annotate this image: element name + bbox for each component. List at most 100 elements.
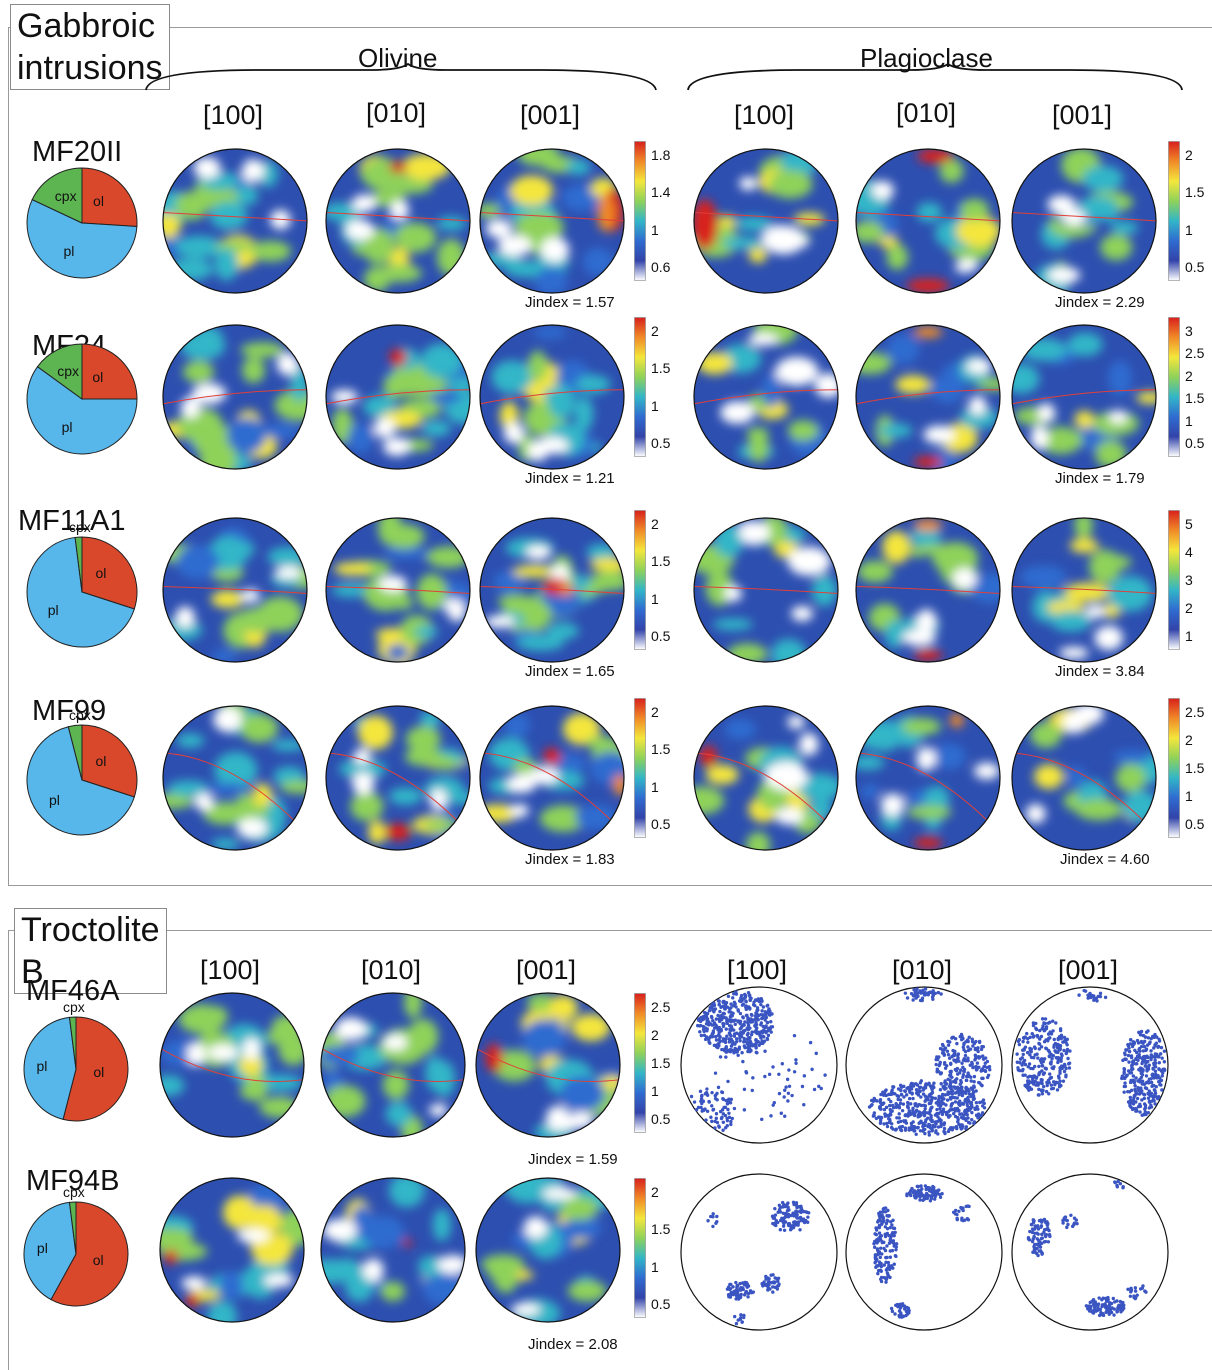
colorbar-tick-label: 1.8 — [651, 147, 671, 163]
sample-name: MF94B — [26, 1165, 120, 1197]
olivine-pole-figure — [162, 324, 308, 470]
axis-label: [100] — [734, 100, 795, 130]
plagioclase-jindex: Jindex = 2.29 — [1055, 294, 1145, 311]
pie-slice-pl — [26, 365, 138, 455]
colorbar-tick-label: 0.5 — [651, 816, 671, 832]
olivine-pole-figure — [159, 992, 305, 1138]
section-divider — [8, 930, 1212, 931]
pie-label-pl: pl — [36, 1239, 48, 1256]
axis-label: [001] — [520, 100, 581, 130]
colorbar-tick-label: 0.6 — [651, 259, 671, 275]
colorbar-tick-label: 2 — [1185, 367, 1193, 384]
pie-label-cpx: cpx — [69, 519, 91, 535]
sample-name: MF46A — [26, 975, 120, 1007]
colorbar-tick-label: 1 — [651, 778, 659, 795]
section-border — [8, 930, 9, 1370]
axis-label: [001] — [1052, 100, 1113, 130]
olivine-colorbar — [634, 317, 646, 457]
plagioclase-colorbar — [1168, 510, 1180, 650]
olivine-jindex: Jindex = 2.08 — [528, 1336, 618, 1353]
sample-name: MF11A1 — [18, 505, 126, 537]
plagioclase-jindex: Jindex = 4.60 — [1060, 851, 1150, 868]
plagioclase-scatter-figure — [845, 1173, 1003, 1331]
plagioclase-pole-figure — [855, 517, 1001, 663]
composition-pie — [26, 343, 138, 455]
plagioclase-pole-figure — [855, 148, 1001, 294]
pie-slice-pl — [26, 726, 135, 836]
axis-label: [010] — [892, 955, 953, 985]
pie-slice-cpx — [74, 536, 83, 593]
colorbar-tick-label: 0.5 — [651, 628, 671, 644]
colorbar-tick-label: 4 — [1185, 544, 1193, 560]
colorbar-tick-label: 1.5 — [651, 553, 671, 570]
olivine-pole-figure — [475, 1177, 621, 1323]
pie-label-ol: ol — [95, 753, 107, 770]
colorbar-tick-label: 2 — [651, 516, 659, 532]
colorbar-tick-label: 2 — [651, 704, 659, 720]
olivine-pole-figure — [320, 992, 466, 1138]
plagioclase-jindex: Jindex = 1.79 — [1055, 470, 1145, 487]
pie-slice-ol — [50, 1201, 129, 1307]
colorbar-tick-label: 1.5 — [1185, 184, 1205, 201]
pie-slice-cpx — [67, 724, 83, 781]
pie-slice-cpx — [36, 343, 83, 400]
plagioclase-pole-figure — [1011, 324, 1157, 470]
section-divider — [8, 885, 1212, 886]
pie-label-ol: ol — [93, 1063, 105, 1080]
composition-pie — [26, 724, 138, 836]
pie-slice-cpx — [31, 167, 83, 224]
composition-pie — [26, 536, 138, 648]
colorbar-tick-label: 2.5 — [1185, 345, 1205, 362]
pie-label-cpx: cpx — [63, 1184, 85, 1200]
plagioclase-pole-figure — [693, 324, 839, 470]
pie-slice-cpx — [68, 1016, 77, 1070]
olivine-colorbar — [634, 993, 646, 1133]
colorbar-tick-label: 2 — [651, 1027, 659, 1043]
colorbar-tick-label: 3 — [1185, 323, 1193, 339]
section-title: Troctolite B — [14, 908, 167, 994]
colorbar-tick-label: 0.5 — [651, 435, 671, 451]
colorbar-tick-label: 2.5 — [1185, 704, 1205, 720]
olivine-pole-figure — [162, 148, 308, 294]
olivine-pole-figure — [479, 148, 625, 294]
pie-slice-pl — [26, 536, 135, 648]
colorbar-tick-label: 1.5 — [651, 1055, 671, 1071]
pie-slice-ol — [81, 724, 138, 798]
olivine-colorbar — [634, 141, 646, 281]
plagioclase-scatter-figure — [680, 986, 838, 1144]
section-divider — [8, 27, 1212, 28]
colorbar-tick-label: 2 — [1185, 732, 1193, 748]
olivine-pole-figure — [162, 705, 308, 851]
plagioclase-colorbar — [1168, 698, 1180, 838]
section-title: Gabbroic intrusions — [10, 4, 170, 90]
plagioclase-pole-figure — [1011, 705, 1157, 851]
colorbar-tick-label: 1 — [651, 590, 659, 607]
phase-header-plagioclase: Plagioclase — [860, 43, 993, 73]
pie-label-pl: pl — [61, 418, 73, 435]
colorbar-tick-label: 1 — [651, 221, 659, 238]
plagioclase-jindex: Jindex = 3.84 — [1055, 663, 1145, 680]
olivine-pole-figure — [479, 705, 625, 851]
colorbar-tick-label: 0.5 — [651, 1111, 671, 1127]
section-border — [8, 27, 9, 885]
colorbar-tick-label: 2 — [1185, 147, 1193, 163]
pie-slice-pl — [23, 1201, 77, 1301]
colorbar-tick-label: 0.5 — [1185, 259, 1205, 275]
plagioclase-pole-figure — [693, 148, 839, 294]
pie-slice-ol — [81, 343, 138, 400]
plagioclase-scatter-figure — [845, 986, 1003, 1144]
olivine-colorbar — [634, 510, 646, 650]
plagioclase-pole-figure — [1011, 517, 1157, 663]
colorbar-tick-label: 1 — [651, 1083, 659, 1099]
axis-label: [010] — [366, 98, 427, 128]
colorbar-tick-label: 1 — [1185, 221, 1193, 238]
plagioclase-scatter-figure — [1011, 986, 1169, 1144]
olivine-pole-figure — [325, 517, 471, 663]
colorbar-tick-label: 2 — [651, 1184, 659, 1200]
pie-label-ol: ol — [93, 193, 104, 210]
olivine-pole-figure — [479, 517, 625, 663]
plagioclase-pole-figure — [855, 705, 1001, 851]
olivine-pole-figure — [159, 1177, 305, 1323]
plagioclase-scatter-figure — [680, 1173, 838, 1331]
colorbar-tick-label: 1.5 — [1185, 760, 1205, 776]
